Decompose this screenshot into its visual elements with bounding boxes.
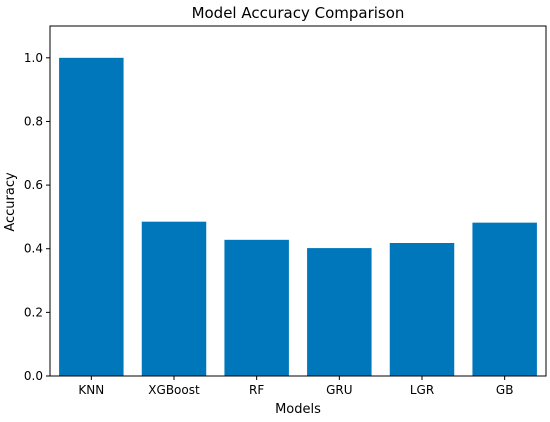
- x-tick-label: GRU: [326, 383, 352, 397]
- bar-rf: [224, 239, 289, 376]
- y-axis-label: Accuracy: [3, 172, 18, 232]
- x-tick-label: LGR: [410, 383, 434, 397]
- chart-title: Model Accuracy Comparison: [192, 4, 405, 22]
- bar-lgr: [389, 243, 455, 376]
- y-tick-label: 0.4: [24, 242, 43, 256]
- y-tick-label: 0.8: [24, 114, 43, 128]
- bar-knn: [59, 57, 124, 376]
- y-tick-label: 0.2: [24, 305, 43, 319]
- bar-xgboost: [141, 221, 207, 376]
- x-tick-label: KNN: [78, 383, 104, 397]
- y-tick-label: 0.6: [24, 178, 43, 192]
- x-tick-label: XGBoost: [148, 383, 200, 397]
- y-tick-label: 1.0: [24, 51, 43, 65]
- bar-gru: [307, 248, 372, 376]
- y-tick-label: 0.0: [24, 369, 43, 383]
- axes-frame: [49, 25, 547, 377]
- x-tick-label: RF: [249, 383, 264, 397]
- plot-area: KNN XGBoost RF GRU LGR GB 0.0 0.2 0.4 0.6 0.8 1.0: [24, 25, 547, 397]
- x-tick-label: GB: [496, 383, 514, 397]
- bar-gb: [472, 222, 537, 376]
- x-axis-label: Models: [275, 402, 321, 417]
